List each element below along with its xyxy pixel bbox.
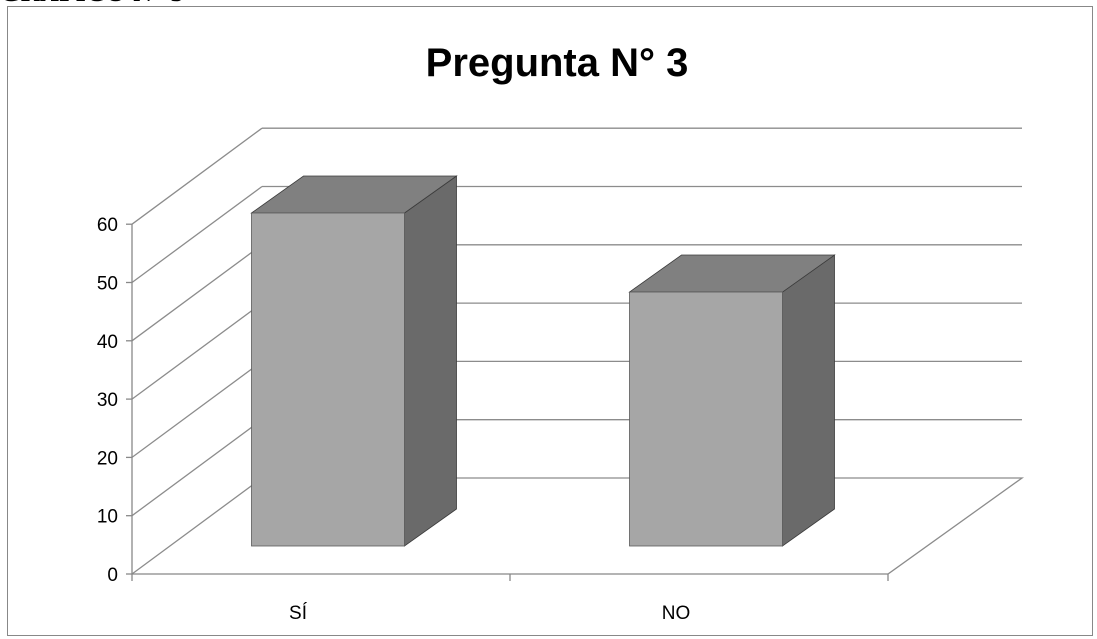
page-header: GRÁFICO N° 3 <box>0 0 184 8</box>
chart-floor <box>262 477 1025 575</box>
y-tick-label: 40 <box>97 332 118 353</box>
bar-side <box>404 175 457 547</box>
y-tick-label: 50 <box>97 274 118 295</box>
y-tick-label: 10 <box>97 507 118 528</box>
bar <box>628 254 836 547</box>
bar-front <box>251 212 405 547</box>
side-gridline <box>131 360 263 458</box>
side-gridline <box>131 477 263 575</box>
side-gridline <box>131 302 263 400</box>
side-gridline <box>131 127 263 225</box>
chart-bars <box>250 175 836 547</box>
bar-side <box>782 254 835 547</box>
y-tick-label: 30 <box>97 390 118 411</box>
side-gridline <box>131 244 263 342</box>
chart-title: Pregunta N° 3 <box>426 41 689 85</box>
chart-labels: 0 10 20 30 40 50 60 SÍ NO <box>97 215 690 624</box>
chart-frame <box>7 6 1093 636</box>
side-gridline <box>131 419 263 517</box>
x-category-label: NO <box>662 603 691 624</box>
bar <box>250 175 458 547</box>
x-category-label: SÍ <box>289 603 308 624</box>
bar-front <box>629 291 783 547</box>
chart-axes <box>126 223 889 581</box>
y-tick-label: 60 <box>97 215 118 236</box>
side-gridline <box>131 185 263 284</box>
y-tick-label: 0 <box>107 565 118 586</box>
y-tick-label: 20 <box>97 448 118 469</box>
